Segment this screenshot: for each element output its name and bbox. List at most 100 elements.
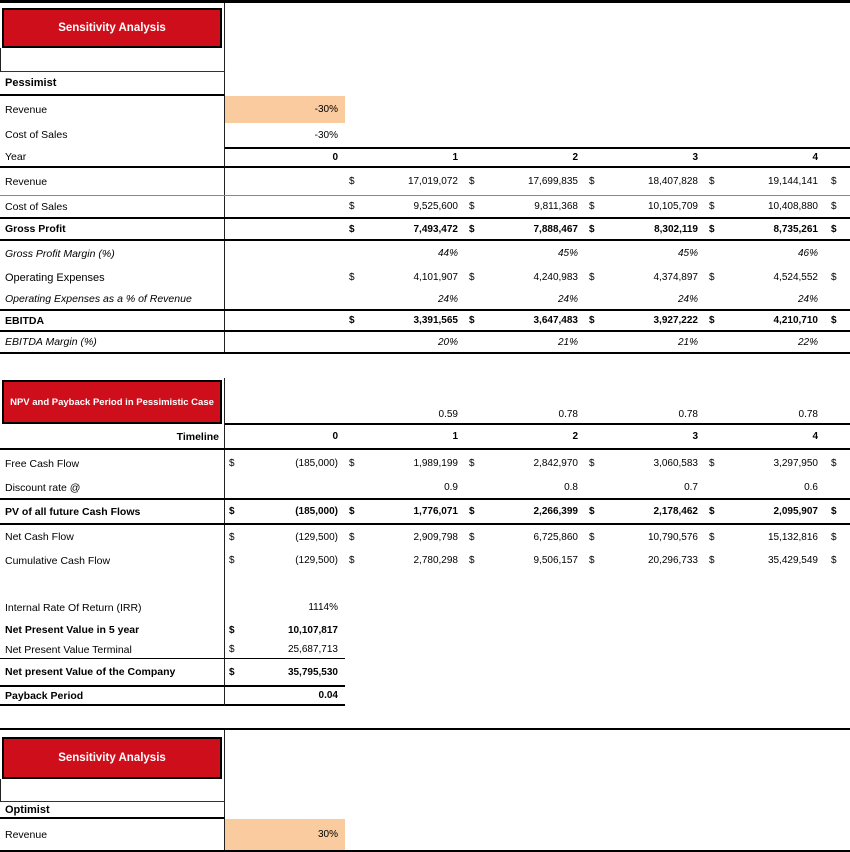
value-cell: 24% bbox=[797, 293, 818, 305]
row-label: Cumulative Cash Flow bbox=[0, 549, 225, 572]
row-label: Operating Expenses as a % of Revenue bbox=[0, 289, 225, 309]
value-cell: 4,210,710 bbox=[773, 315, 819, 326]
currency-symbol: $ bbox=[831, 176, 837, 187]
assumption-row-cost-of-sales: Cost of Sales -30% bbox=[0, 123, 850, 147]
value-cell: 8,735,261 bbox=[773, 223, 819, 235]
currency-symbol: $ bbox=[709, 555, 715, 566]
currency-symbol: $ bbox=[709, 531, 715, 543]
currency-symbol: $ bbox=[589, 531, 595, 543]
currency-symbol: $ bbox=[831, 315, 837, 326]
currency-symbol: $ bbox=[589, 555, 595, 566]
value-cell: 1114% bbox=[308, 602, 338, 613]
value-cell: 0.78 bbox=[558, 409, 578, 420]
revenue-input-cell[interactable]: 30% bbox=[225, 819, 345, 850]
value-cell: 4,374,897 bbox=[653, 272, 699, 283]
empty-cell-row bbox=[0, 779, 850, 802]
currency-symbol: $ bbox=[831, 272, 837, 283]
value-cell: 2,095,907 bbox=[773, 506, 819, 517]
npv-payback-section: NPV and Payback Period in Pessimistic Ca… bbox=[0, 378, 850, 706]
value-cell: 0.8 bbox=[564, 482, 578, 493]
value-cell: 10,408,880 bbox=[767, 201, 818, 212]
currency-symbol: $ bbox=[589, 506, 595, 517]
value-cell: 17,699,835 bbox=[527, 176, 578, 187]
currency-symbol: $ bbox=[469, 555, 475, 566]
value-cell: 20,296,733 bbox=[647, 555, 698, 566]
timeline-cell: 0 bbox=[332, 431, 338, 442]
value-cell: 3,060,583 bbox=[653, 458, 699, 469]
currency-symbol: $ bbox=[469, 201, 475, 212]
year-cell: 0 bbox=[332, 152, 338, 163]
value-cell: 3,927,222 bbox=[653, 315, 699, 326]
currency-symbol: $ bbox=[349, 223, 355, 235]
timeline-cell: 4 bbox=[812, 431, 818, 442]
row-label: Gross Profit Margin (%) bbox=[0, 241, 225, 266]
value-cell: 10,790,576 bbox=[647, 531, 698, 543]
value-cell: 25,687,713 bbox=[287, 644, 338, 655]
section-gap bbox=[0, 706, 850, 728]
table-row-npv-5yr: Net Present Value in 5 year $10,107,817 bbox=[0, 619, 850, 641]
row-label: EBITDA Margin (%) bbox=[0, 332, 225, 352]
row-label: Net Present Value Terminal bbox=[0, 641, 225, 659]
value-cell: 8,302,119 bbox=[654, 223, 698, 235]
table-row-net-cash-flow: Net Cash Flow $ (129,500) $2,909,798 $6,7… bbox=[0, 525, 850, 549]
value-cell: 0.6 bbox=[804, 482, 818, 493]
currency-symbol: $ bbox=[831, 223, 837, 235]
scenario-row: Pessimist bbox=[0, 72, 850, 96]
value-cell: 15,132,816 bbox=[767, 531, 818, 543]
currency-symbol: $ bbox=[349, 176, 355, 187]
currency-symbol: $ bbox=[589, 201, 595, 212]
table-row-npv-company: Net present Value of the Company $35,795… bbox=[0, 659, 850, 687]
currency-symbol: $ bbox=[469, 531, 475, 543]
row-label: PV of all future Cash Flows bbox=[0, 500, 225, 523]
value-cell: 24% bbox=[437, 293, 458, 305]
value-cell: 0.78 bbox=[798, 409, 818, 420]
section-header-row: Sensitivity Analysis bbox=[0, 3, 850, 48]
value-cell: 10,105,709 bbox=[647, 201, 698, 212]
currency-symbol: $ bbox=[229, 458, 235, 469]
optimist-sensitivity-section: Sensitivity Analysis Optimist Revenue 30… bbox=[0, 728, 850, 852]
value-cell: 35,429,549 bbox=[767, 555, 818, 566]
value-cell: (129,500) bbox=[295, 531, 338, 543]
assumption-row-revenue: Revenue -30% bbox=[0, 96, 850, 123]
value-cell: 45% bbox=[677, 248, 698, 259]
table-row-discount-rate: Discount rate @ 0.9 0.8 0.7 0.6 bbox=[0, 477, 850, 500]
value-cell: 7,888,467 bbox=[533, 223, 579, 235]
scenario-row: Optimist bbox=[0, 802, 850, 819]
currency-symbol: $ bbox=[229, 531, 235, 543]
row-label: Cost of Sales bbox=[0, 123, 225, 147]
table-row-operating-expenses: Operating Expenses $4,101,907 $4,240,983… bbox=[0, 266, 850, 289]
value-cell: 7,493,472 bbox=[413, 223, 459, 235]
row-label: Revenue bbox=[0, 819, 225, 850]
row-label: Gross Profit bbox=[0, 219, 225, 239]
value-cell: 0.59 bbox=[438, 409, 458, 420]
value-cell: 3,391,565 bbox=[413, 315, 459, 326]
currency-symbol: $ bbox=[229, 506, 235, 517]
value-cell: 9,525,600 bbox=[413, 201, 459, 212]
row-label: Discount rate @ bbox=[0, 477, 225, 498]
timeline-cell: 3 bbox=[692, 431, 698, 442]
row-label: Net Cash Flow bbox=[0, 525, 225, 549]
value-cell: 24% bbox=[677, 293, 698, 305]
pessimist-sensitivity-section: Sensitivity Analysis Pessimist Revenue -… bbox=[0, 0, 850, 354]
section-title: Sensitivity Analysis bbox=[2, 737, 222, 779]
table-row-opex-pct-revenue: Operating Expenses as a % of Revenue 24%… bbox=[0, 289, 850, 311]
currency-symbol: $ bbox=[229, 555, 235, 566]
section-header-row: Sensitivity Analysis bbox=[0, 730, 850, 779]
revenue-input-cell[interactable]: -30% bbox=[225, 96, 345, 123]
currency-symbol: $ bbox=[709, 506, 715, 517]
table-row-cumulative-cash-flow: Cumulative Cash Flow $ (129,500) $2,780,2… bbox=[0, 549, 850, 572]
value-cell: 3,647,483 bbox=[533, 315, 579, 326]
value-cell: 0.9 bbox=[444, 482, 458, 493]
year-cell: 2 bbox=[572, 152, 578, 163]
table-row-gross-profit: Gross Profit $7,493,472 $7,888,467 $8,30… bbox=[0, 219, 850, 241]
currency-symbol: $ bbox=[349, 201, 355, 212]
value-cell: 46% bbox=[797, 248, 818, 259]
currency-symbol: $ bbox=[469, 315, 475, 326]
value-cell: 24% bbox=[557, 293, 578, 305]
currency-symbol: $ bbox=[831, 458, 837, 469]
row-label: Revenue bbox=[0, 96, 225, 123]
timeline-label: Timeline bbox=[0, 425, 225, 448]
value-cell: 2,909,798 bbox=[413, 531, 459, 543]
currency-symbol: $ bbox=[831, 506, 837, 517]
cost-of-sales-input-cell[interactable]: -30% bbox=[225, 123, 345, 147]
